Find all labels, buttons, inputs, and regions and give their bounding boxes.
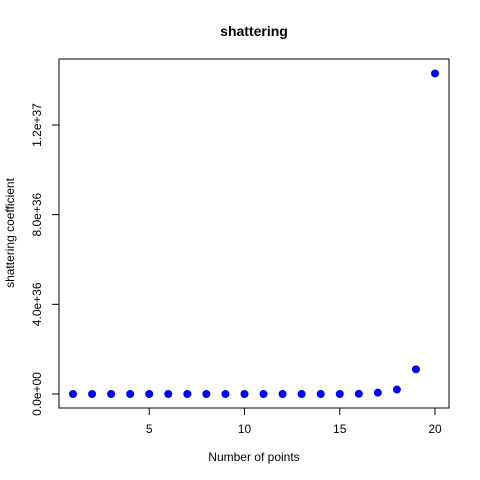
data-point <box>411 365 420 374</box>
data-point <box>316 389 325 398</box>
x-tick-label: 10 <box>238 422 252 436</box>
plot-frame <box>58 58 450 409</box>
y-tick-label: 8.0e+36 <box>30 192 44 236</box>
data-point <box>107 389 116 398</box>
data-point <box>69 389 78 398</box>
data-point <box>373 388 382 397</box>
data-point <box>145 389 154 398</box>
x-tick-label: 5 <box>146 422 153 436</box>
chart-title: shattering <box>220 23 288 39</box>
data-point <box>259 389 268 398</box>
y-tick-label: 1.2e+37 <box>30 103 44 147</box>
data-point <box>221 389 230 398</box>
data-point <box>354 389 363 398</box>
data-point <box>297 389 306 398</box>
data-point <box>278 389 287 398</box>
y-tick-label: 0.0e+00 <box>30 372 44 416</box>
data-point <box>202 389 211 398</box>
data-point <box>335 389 344 398</box>
data-point <box>183 389 192 398</box>
data-point <box>88 389 97 398</box>
y-tick-label: 4.0e+36 <box>30 282 44 326</box>
x-tick-label: 20 <box>428 422 442 436</box>
y-axis: 0.0e+00 4.0e+36 8.0e+36 1.2e+37 <box>30 103 59 416</box>
data-point <box>430 69 439 78</box>
data-point <box>126 389 135 398</box>
data-point <box>164 389 173 398</box>
data-point <box>392 385 401 394</box>
y-axis-label: shattering coefficient <box>3 177 17 288</box>
data-points <box>69 69 439 398</box>
x-axis-label: Number of points <box>208 450 299 464</box>
data-point <box>240 389 249 398</box>
x-tick-label: 15 <box>333 422 347 436</box>
x-axis: 5 10 15 20 <box>146 408 442 436</box>
